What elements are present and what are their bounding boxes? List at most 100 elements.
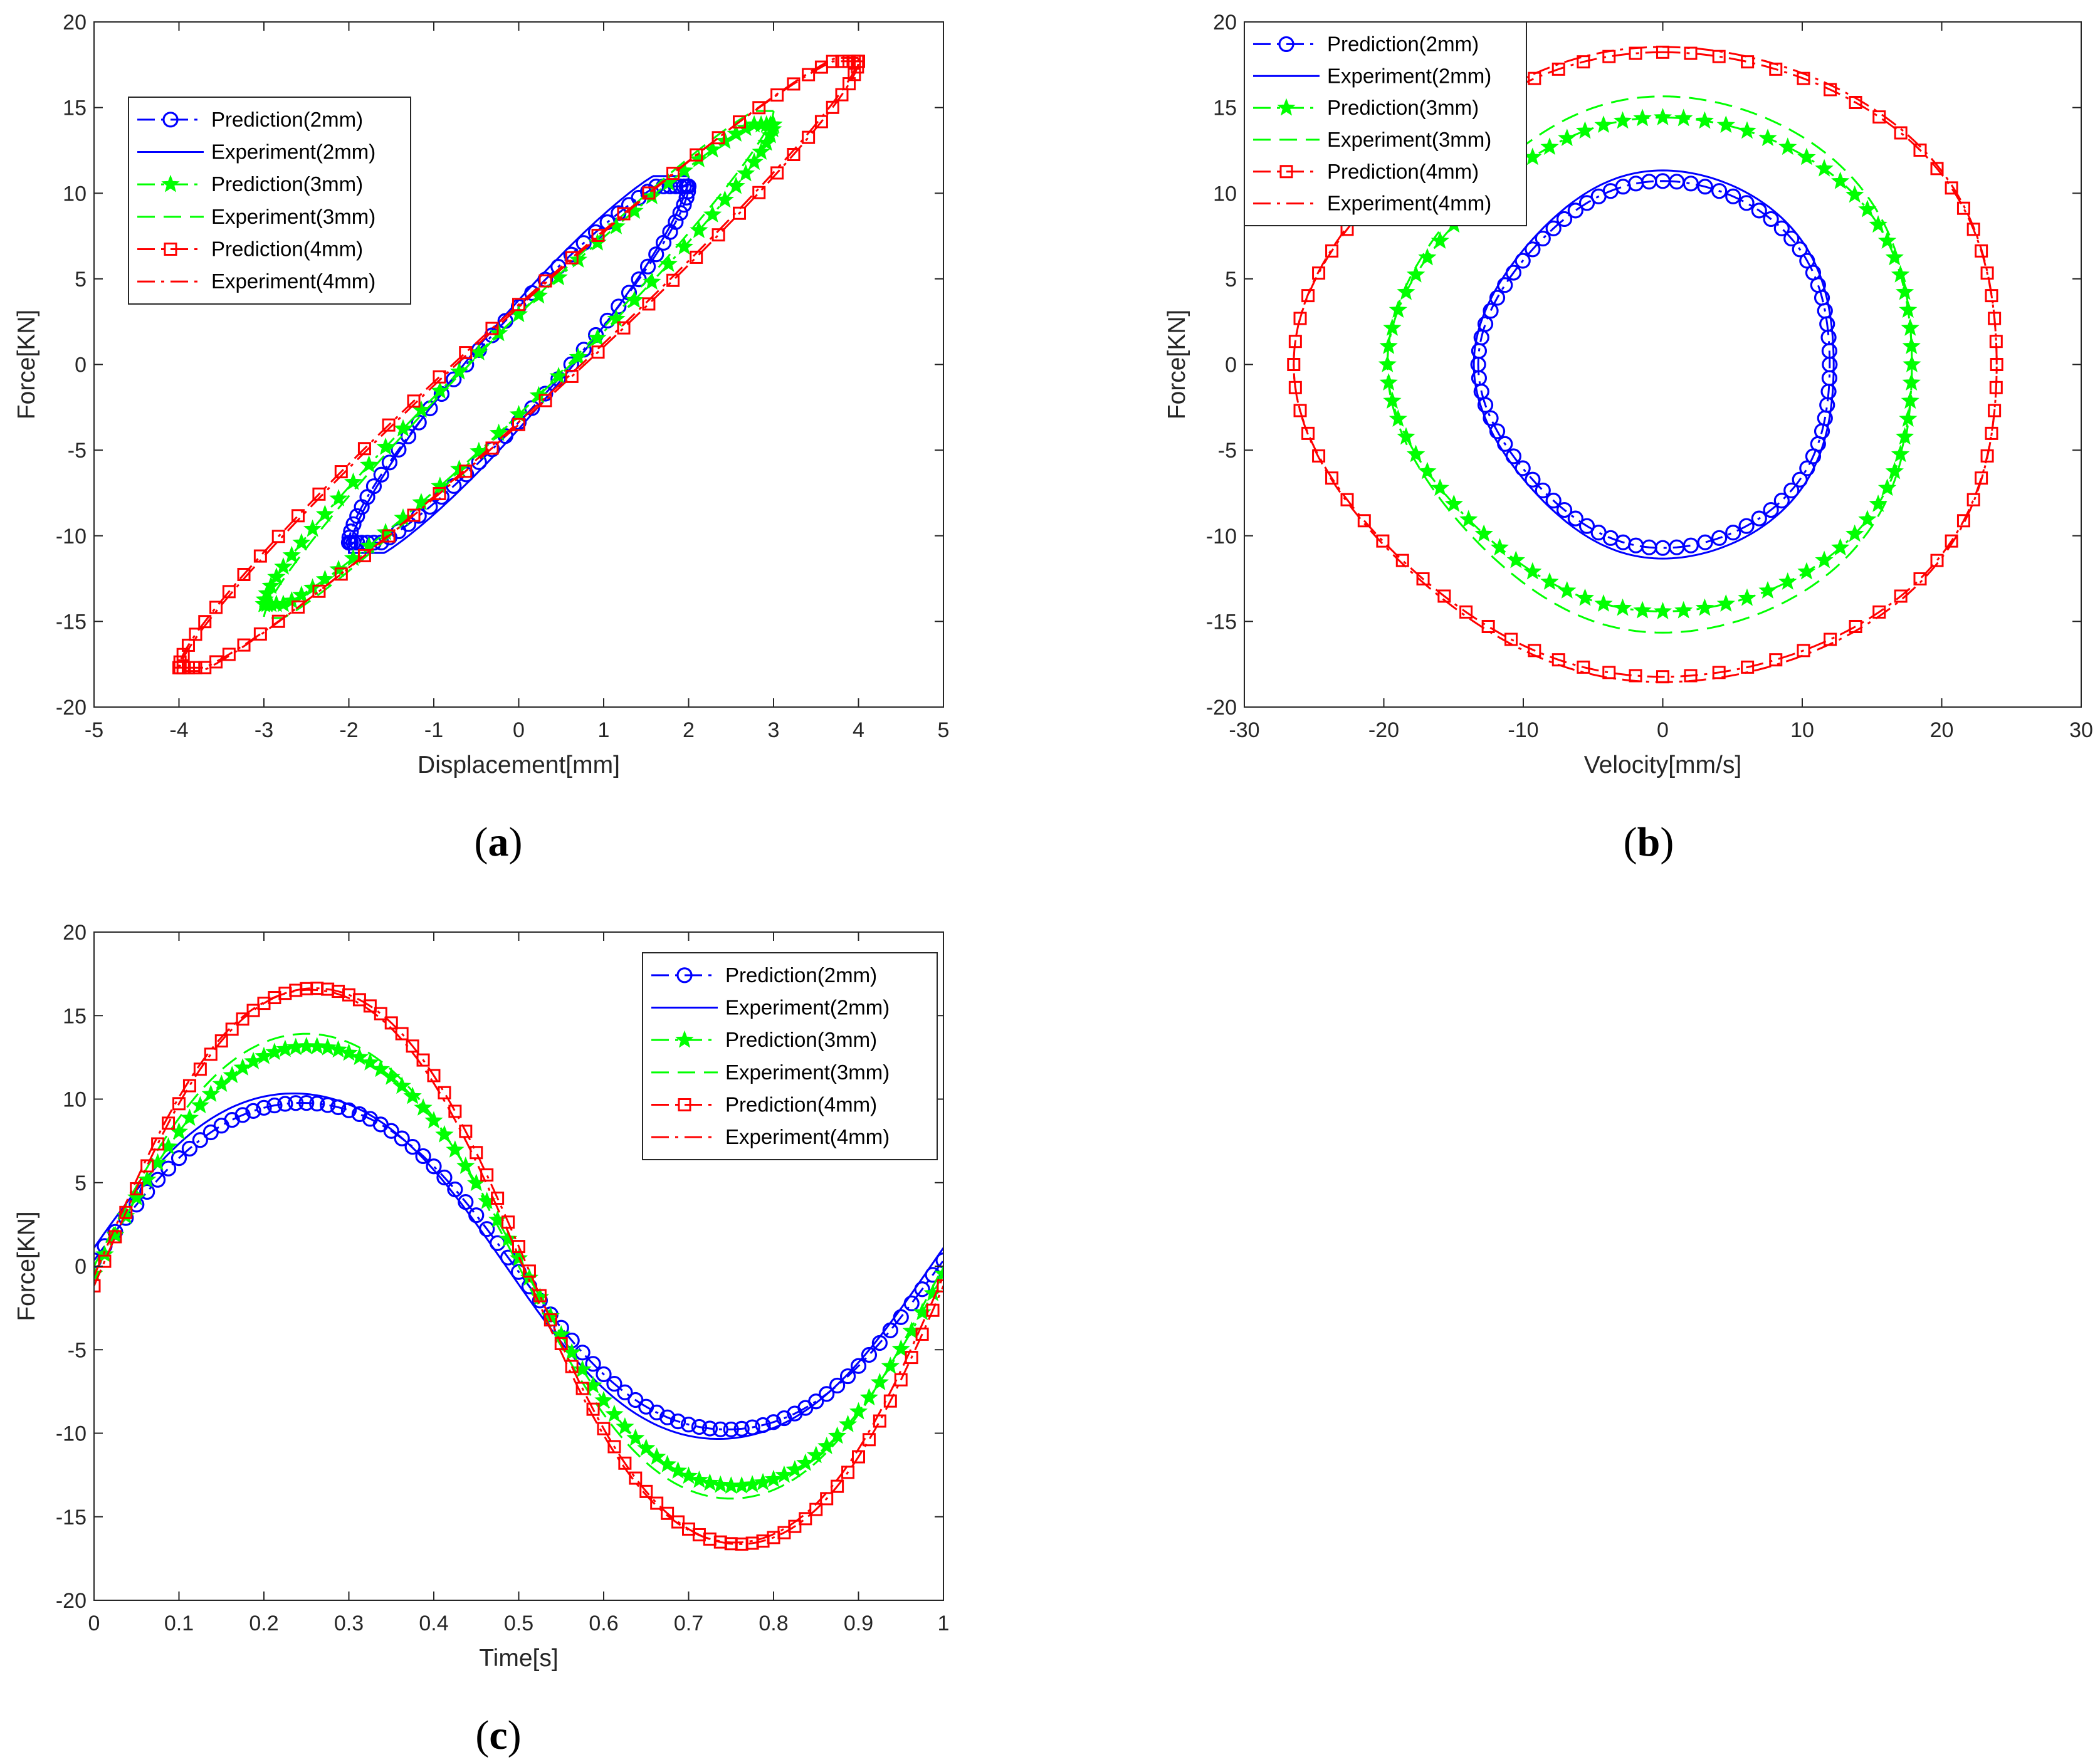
series-5-marker — [1712, 50, 1726, 63]
series-5-marker — [538, 394, 552, 407]
series-5-marker — [639, 1484, 653, 1498]
series-1-marker — [1641, 174, 1657, 190]
series-3-marker — [745, 115, 764, 133]
series-3-marker — [350, 1047, 369, 1066]
series-1-marker — [1578, 518, 1595, 534]
y-tick-label: 20 — [1213, 11, 1237, 34]
series-5-marker — [666, 273, 680, 287]
series-1-marker — [1556, 211, 1573, 228]
series-3-marker — [569, 347, 588, 365]
y-tick-label: 20 — [63, 921, 87, 945]
series-5-marker — [770, 166, 784, 180]
series-3-marker — [412, 493, 431, 511]
x-tick-label: 0 — [513, 718, 525, 742]
series-3-marker — [292, 585, 311, 603]
series-5-marker — [214, 1034, 228, 1048]
y-axis-label: Force[KN] — [13, 310, 40, 420]
x-tick-label: -4 — [169, 718, 188, 742]
series-5-marker — [357, 548, 371, 562]
x-tick-label: 0.6 — [589, 1612, 618, 1635]
series-3-marker — [303, 519, 322, 537]
series-layer — [94, 982, 943, 1551]
series-5-marker — [209, 655, 223, 669]
series-3-marker — [1444, 494, 1463, 512]
series-3-marker — [292, 533, 311, 551]
series-5-marker — [181, 661, 195, 674]
series-1-marker — [839, 1368, 856, 1385]
series-1-marker — [340, 1102, 357, 1118]
series-3-marker — [764, 1469, 783, 1487]
series-5-marker — [1975, 244, 1988, 258]
series-5-marker — [770, 88, 784, 102]
series-5-marker — [140, 1159, 154, 1173]
legend-label-3: Prediction(3mm) — [1327, 96, 1479, 119]
series-1-marker — [394, 1130, 410, 1146]
y-axis-label: Force[KN] — [1163, 310, 1190, 420]
y-axis-label: Force[KN] — [13, 1211, 40, 1321]
series-3-marker — [1695, 598, 1714, 616]
series-5-marker — [246, 1004, 260, 1017]
series-5-marker — [1325, 471, 1339, 485]
series-1-marker — [733, 1420, 750, 1437]
legend-label-2: Experiment(2mm) — [1327, 64, 1491, 87]
series-1-marker — [1725, 188, 1741, 204]
x-tick-label: -10 — [1508, 718, 1538, 742]
series-5-marker — [661, 1506, 675, 1520]
series-3-marker — [1613, 598, 1632, 616]
panel-caption: (c) — [475, 1712, 521, 1758]
series-5-marker — [1980, 266, 1994, 280]
series-5-marker — [788, 1519, 802, 1533]
series-3-marker — [605, 1404, 624, 1422]
series-3-marker — [1885, 248, 1904, 266]
series-3-marker — [775, 1465, 794, 1483]
series-3-marker — [394, 419, 412, 437]
series-5-marker — [752, 186, 766, 199]
series-5-marker — [1301, 289, 1315, 303]
series-1-marker — [611, 298, 627, 315]
series-5-marker — [382, 418, 396, 432]
series-3-marker — [1845, 524, 1864, 542]
series-5-marker — [1894, 126, 1908, 140]
series-3-marker — [1379, 337, 1398, 354]
series-5-marker — [459, 1125, 473, 1138]
legend-label-6: Experiment(4mm) — [211, 270, 375, 293]
series-5-marker — [382, 529, 396, 543]
series-5-marker — [222, 648, 236, 661]
series-5-marker — [591, 345, 605, 359]
series-3-marker — [752, 142, 770, 160]
series-1-marker — [1578, 195, 1595, 211]
series-5-marker — [1797, 644, 1810, 658]
series-5-marker — [501, 1215, 515, 1229]
series-5-marker — [650, 1496, 664, 1510]
series-3-marker — [1523, 562, 1542, 580]
series-1-marker — [1763, 211, 1779, 228]
series-5-marker — [642, 297, 656, 311]
series-1-marker — [139, 1183, 155, 1200]
series-3-marker — [1831, 171, 1850, 189]
series-1-marker — [1751, 202, 1767, 219]
legend-label-2: Experiment(2mm) — [725, 996, 890, 1019]
series-1-marker — [1535, 482, 1551, 499]
series-5-marker — [271, 614, 285, 628]
series-3-marker — [1540, 137, 1559, 155]
series-5-marker — [271, 530, 285, 543]
series-1-marker — [691, 1419, 708, 1435]
y-tick-label: -5 — [1218, 439, 1237, 463]
series-5-marker — [538, 274, 552, 288]
series-3-marker — [1891, 444, 1910, 463]
series-5-marker — [1459, 605, 1473, 619]
x-tick-label: 0.1 — [164, 1612, 194, 1635]
series-5-marker — [291, 600, 305, 614]
y-tick-label: 0 — [75, 1255, 87, 1279]
legend-marker-3 — [1277, 98, 1296, 116]
series-3-marker — [626, 1429, 645, 1446]
series-3-marker — [328, 1040, 348, 1058]
series-3-marker — [315, 505, 335, 522]
series-5-marker — [1980, 449, 1994, 463]
series-1-marker — [256, 1099, 272, 1116]
series-3-marker — [711, 1475, 730, 1493]
series-3-marker — [573, 1360, 592, 1378]
series-1-marker — [1525, 471, 1541, 488]
series-1-marker — [1545, 220, 1562, 236]
series-5-marker — [565, 369, 579, 383]
